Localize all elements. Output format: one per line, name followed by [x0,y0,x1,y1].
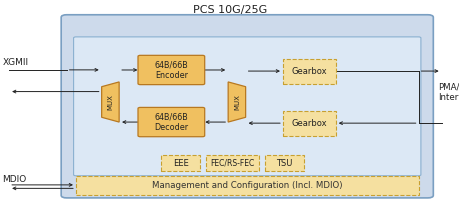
Text: FEC/RS-FEC: FEC/RS-FEC [210,159,254,168]
Text: Management and Configuration (Incl. MDIO): Management and Configuration (Incl. MDIO… [151,181,342,190]
Text: MDIO: MDIO [2,175,27,184]
Text: MUX: MUX [107,94,113,110]
Text: PCS 10G/25G: PCS 10G/25G [192,5,267,15]
FancyBboxPatch shape [73,37,420,176]
Bar [282,59,335,84]
Bar [76,176,418,195]
Text: Gearbox: Gearbox [291,119,326,128]
Text: PMA/SerDes
Interface: PMA/SerDes Interface [437,82,459,102]
Polygon shape [228,82,245,122]
Text: XGMII: XGMII [2,58,28,67]
Text: 64B/66B
Decoder: 64B/66B Decoder [154,112,188,132]
FancyBboxPatch shape [138,107,204,137]
FancyBboxPatch shape [61,15,432,198]
FancyBboxPatch shape [138,55,204,85]
Bar [282,111,335,136]
Bar [161,155,200,171]
Text: TSU: TSU [276,159,292,168]
Polygon shape [101,82,119,122]
Text: Gearbox: Gearbox [291,67,326,76]
Bar [206,155,258,171]
Bar [264,155,303,171]
Text: MUX: MUX [233,94,240,110]
Text: 64B/66B
Encoder: 64B/66B Encoder [154,60,188,80]
Text: EEE: EEE [172,159,188,168]
